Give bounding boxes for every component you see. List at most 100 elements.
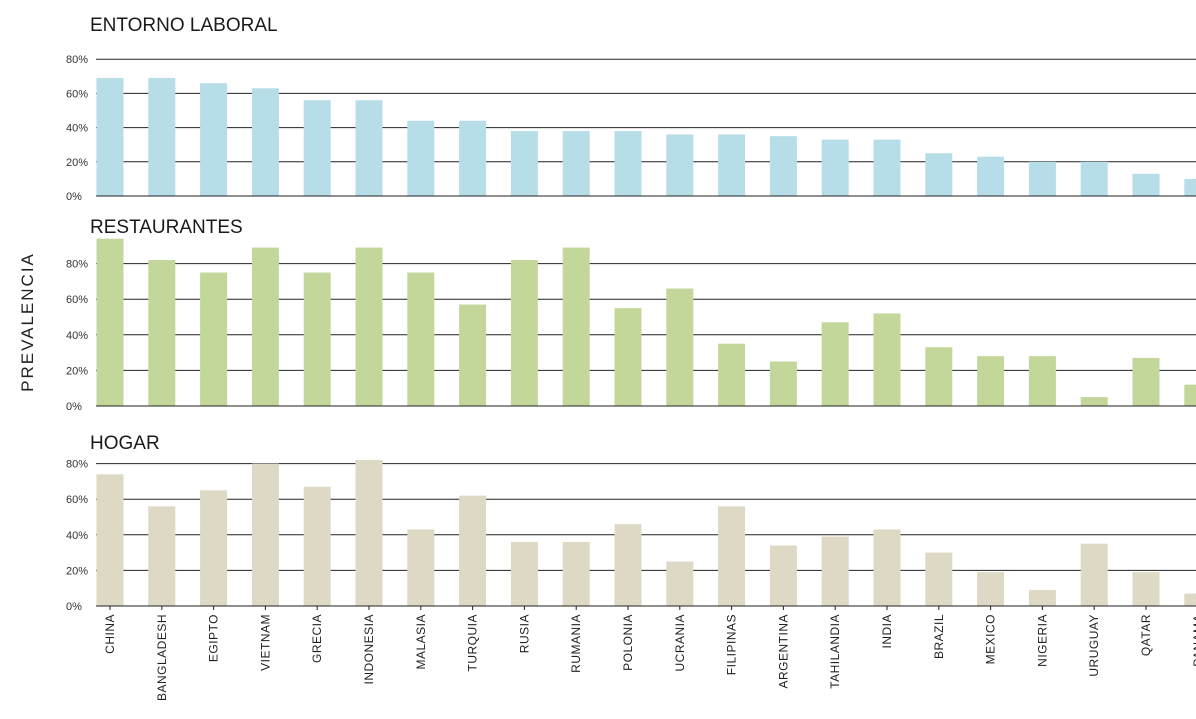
bar <box>1080 397 1108 406</box>
bar <box>510 541 538 606</box>
bars <box>96 460 1196 606</box>
bar <box>821 536 849 606</box>
y-tick-label: 40% <box>66 330 88 342</box>
bar <box>977 572 1005 606</box>
bar <box>459 304 487 406</box>
bar <box>407 272 435 406</box>
panel-1: RESTAURANTES 0% 20% 40% 60% 80% <box>66 217 1196 413</box>
bar <box>925 153 953 196</box>
x-tick-label: BANGLADESH <box>155 614 169 701</box>
bar <box>200 83 228 196</box>
bar <box>407 529 435 606</box>
y-axis-ticks: 0% 20% 40% 60% 80% <box>66 259 1196 413</box>
x-tick-label: QATAR <box>1139 614 1153 656</box>
bar <box>614 524 642 606</box>
x-tick-label: PANAMA <box>1191 614 1196 667</box>
bar <box>355 247 383 406</box>
bar <box>614 308 642 406</box>
x-tick-label: EGIPTO <box>207 614 221 662</box>
bar <box>303 486 331 606</box>
bar <box>977 356 1005 406</box>
x-tick-label: MALASIA <box>414 614 428 670</box>
bar <box>769 361 797 406</box>
bar <box>718 134 746 196</box>
bar <box>769 545 797 606</box>
y-axis-ticks: 0% 20% 40% 60% 80% <box>66 54 1196 203</box>
bar <box>821 139 849 196</box>
bar <box>977 156 1005 196</box>
bar <box>459 120 487 196</box>
bar <box>148 506 176 606</box>
bar <box>821 322 849 406</box>
x-tick-label: TURQUIA <box>466 614 480 672</box>
x-tick-label: INDONESIA <box>362 614 376 685</box>
bar <box>355 460 383 606</box>
bar <box>562 247 590 406</box>
bar <box>1184 178 1196 196</box>
x-tick-label: ARGENTINA <box>776 614 790 689</box>
bar <box>925 347 953 406</box>
y-tick-label: 80% <box>66 259 88 271</box>
bar <box>96 474 124 606</box>
panel-title: ENTORNO LABORAL <box>90 15 278 36</box>
bar <box>925 552 953 606</box>
panel-title: HOGAR <box>90 433 160 454</box>
bar <box>1028 356 1056 406</box>
bar <box>666 134 694 196</box>
x-tick-label: RUSIA <box>517 614 531 653</box>
y-tick-label: 40% <box>66 530 88 542</box>
x-tick-label: POLONIA <box>621 614 635 671</box>
bar <box>718 343 746 406</box>
bar <box>510 260 538 406</box>
bar <box>459 495 487 606</box>
x-tick-label: GRECIA <box>310 614 324 663</box>
bar <box>510 131 538 196</box>
y-tick-label: 0% <box>66 601 82 613</box>
panel-title: RESTAURANTES <box>90 217 243 238</box>
bar <box>148 78 176 196</box>
y-axis-label: PREVALENCIA <box>18 252 37 392</box>
y-tick-label: 60% <box>66 88 88 100</box>
x-tick-labels: CHINA BANGLADESH EGIPTO VIETNAM GRECIA INDONE… <box>103 606 1196 701</box>
bar <box>873 313 901 406</box>
x-tick-label: MEXICO <box>984 614 998 664</box>
y-tick-label: 0% <box>66 401 82 413</box>
x-tick-label: VIETNAM <box>258 614 272 671</box>
y-tick-label: 20% <box>66 157 88 169</box>
x-tick-label: BRAZIL <box>932 614 946 659</box>
bar <box>1184 384 1196 406</box>
bar <box>251 247 279 406</box>
x-tick-label: URUGUAY <box>1087 614 1101 677</box>
y-axis-ticks: 0% 20% 40% 60% 80% <box>66 459 1196 613</box>
x-tick-label: INDIA <box>880 614 894 649</box>
bar <box>873 139 901 196</box>
bar <box>666 561 694 606</box>
bar <box>562 541 590 606</box>
y-tick-label: 20% <box>66 365 88 377</box>
bar <box>1080 161 1108 196</box>
bar <box>718 506 746 606</box>
bar <box>1028 589 1056 606</box>
bar <box>1132 572 1160 606</box>
bar <box>666 288 694 406</box>
bar <box>1132 357 1160 406</box>
bar <box>562 131 590 196</box>
bar <box>303 100 331 196</box>
bar <box>873 529 901 606</box>
x-tick-label: NIGERIA <box>1035 614 1049 667</box>
y-tick-label: 40% <box>66 123 88 135</box>
y-tick-label: 0% <box>66 191 82 203</box>
panel-0: ENTORNO LABORAL 0% 20% 40% 60% 80% <box>66 15 1196 203</box>
bar <box>251 88 279 196</box>
bar <box>303 272 331 406</box>
bar <box>200 490 228 606</box>
y-tick-label: 20% <box>66 565 88 577</box>
bar <box>769 136 797 196</box>
panel-2: HOGAR 0% 20% 40% 60% 80% <box>66 433 1196 613</box>
bar <box>355 100 383 196</box>
bar <box>251 463 279 606</box>
y-tick-label: 60% <box>66 294 88 306</box>
bar <box>1132 173 1160 196</box>
x-tick-label: TAHILANDIA <box>828 614 842 689</box>
